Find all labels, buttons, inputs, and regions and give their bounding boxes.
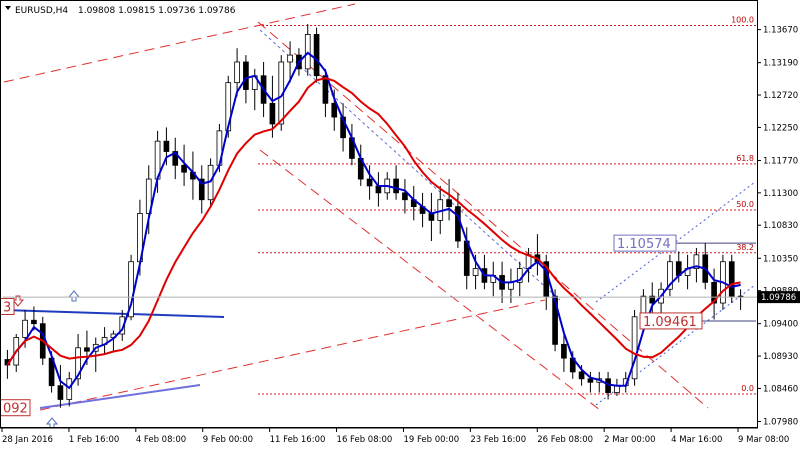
y-tick-label: 1.08930 bbox=[763, 352, 798, 362]
candle-body bbox=[243, 61, 249, 90]
fib-level-label: 61.8 bbox=[736, 154, 754, 163]
y-tick-label: 1.09400 bbox=[763, 320, 798, 330]
fib-level-label: 100.0 bbox=[731, 15, 754, 24]
price-labels: 1.10574 1.09461 092 3 bbox=[0, 234, 703, 417]
candle-body bbox=[393, 178, 399, 194]
candle-body bbox=[163, 140, 170, 152]
candle-body bbox=[693, 254, 700, 269]
y-tick-label: 1.12250 bbox=[763, 123, 798, 133]
price-label-box bbox=[0, 399, 31, 417]
x-tick-label: 19 Feb 00:00 bbox=[403, 435, 459, 445]
channel-mid bbox=[259, 29, 561, 301]
y-tick-label: 1.12720 bbox=[763, 91, 798, 101]
horizontal-support-line bbox=[3, 309, 225, 318]
candle-body bbox=[313, 34, 320, 77]
candle-body bbox=[31, 319, 37, 325]
short-trendline bbox=[39, 384, 201, 409]
x-tick-label: 26 Feb 08:00 bbox=[537, 435, 593, 445]
upper-trendline bbox=[3, 3, 356, 83]
channel-upper bbox=[257, 21, 709, 409]
candle-body bbox=[172, 151, 179, 166]
candle-body bbox=[587, 378, 594, 383]
candle-body bbox=[631, 316, 638, 380]
fast-moving-average bbox=[6, 51, 741, 390]
y-tick-label: 1.13190 bbox=[763, 59, 798, 69]
candle-body bbox=[508, 281, 514, 290]
price-label-box bbox=[613, 234, 677, 252]
candle-body bbox=[455, 206, 461, 242]
candle-body bbox=[667, 261, 673, 290]
candle-body bbox=[446, 199, 452, 208]
x-tick-label: 11 Feb 16:00 bbox=[270, 435, 326, 445]
y-tick-label: 1.10350 bbox=[763, 254, 798, 264]
x-tick-label: 9 Mar 08:00 bbox=[738, 435, 789, 445]
price-label-box bbox=[0, 297, 15, 315]
y-tick-label: 1.11300 bbox=[763, 189, 798, 199]
symbol-label: EURUSD,H4 bbox=[15, 6, 68, 16]
price-label-box bbox=[639, 312, 703, 330]
price-label-text: 1.09461 bbox=[643, 315, 697, 330]
candle-body bbox=[711, 281, 717, 304]
candle-body bbox=[472, 268, 479, 276]
candle-body bbox=[234, 61, 240, 84]
x-tick-label: 2 Mar 00:00 bbox=[604, 435, 655, 445]
candle-body bbox=[181, 164, 187, 173]
current-price-box bbox=[758, 291, 800, 304]
candle-body bbox=[198, 178, 205, 201]
channel-lower bbox=[259, 149, 601, 411]
candle-body bbox=[84, 347, 90, 352]
candle-body bbox=[75, 347, 81, 380]
candle-body bbox=[287, 54, 293, 63]
x-tick-label: 9 Feb 00:00 bbox=[203, 435, 253, 445]
y-tick-label: 1.07980 bbox=[763, 417, 798, 427]
candle-body bbox=[402, 192, 408, 201]
price-label-text: 3 bbox=[3, 300, 11, 315]
price-label-text: 092 bbox=[3, 402, 28, 417]
slow-moving-average bbox=[6, 77, 741, 366]
x-tick-label: 28 Jan 2016 bbox=[2, 435, 53, 445]
rising-channel-upper bbox=[595, 181, 756, 303]
x-tick-label: 4 Feb 08:00 bbox=[136, 435, 186, 445]
lower-trendline bbox=[39, 299, 546, 411]
candle-body bbox=[331, 102, 338, 118]
candle-body bbox=[145, 178, 152, 214]
fib-level-label: 0.0 bbox=[741, 384, 754, 393]
price-label-text: 1.10574 bbox=[617, 237, 671, 252]
fib-level-label: 38.2 bbox=[736, 243, 754, 252]
moving-averages bbox=[6, 51, 741, 390]
candle-body bbox=[552, 295, 558, 345]
y-tick-label: 1.13670 bbox=[763, 26, 798, 36]
candle-body bbox=[57, 385, 64, 400]
x-tick-label: 16 Feb 08:00 bbox=[337, 435, 393, 445]
chart-menu-icon[interactable] bbox=[5, 6, 11, 10]
candle-body bbox=[428, 213, 435, 221]
candle-body bbox=[322, 75, 329, 104]
candle-body bbox=[728, 261, 735, 297]
x-tick-label: 23 Feb 16:00 bbox=[470, 435, 526, 445]
candle-body bbox=[269, 102, 276, 125]
x-tick-label: 1 Feb 16:00 bbox=[69, 435, 119, 445]
x-tick-label: 4 Mar 16:00 bbox=[671, 435, 722, 445]
rising-channel-lower bbox=[595, 284, 756, 406]
candle-body bbox=[614, 385, 620, 393]
y-tick-label: 1.10830 bbox=[763, 221, 798, 231]
x-axis: 28 Jan 2016 1 Feb 16:00 4 Feb 08:00 9 Feb 0… bbox=[0, 427, 789, 445]
candle-body bbox=[366, 178, 373, 187]
candle-body bbox=[561, 343, 567, 359]
ohlc-readout: 1.09808 1.09815 1.09736 1.09786 bbox=[78, 6, 236, 16]
candle-body bbox=[22, 319, 28, 338]
y-axis: 1.13670 1.13190 1.12720 1.12250 1.11770 1.113… bbox=[3, 0, 800, 428]
current-price-label: 1.09786 bbox=[761, 293, 796, 303]
y-tick-label: 1.11770 bbox=[763, 156, 798, 166]
y-tick-label: 1.08460 bbox=[763, 384, 798, 394]
candle-body bbox=[649, 295, 656, 304]
candle-body bbox=[578, 371, 585, 380]
fib-level-label: 50.0 bbox=[736, 200, 754, 209]
chart-header: EURUSD,H4 1.09808 1.09815 1.09736 1.0978… bbox=[5, 6, 236, 16]
